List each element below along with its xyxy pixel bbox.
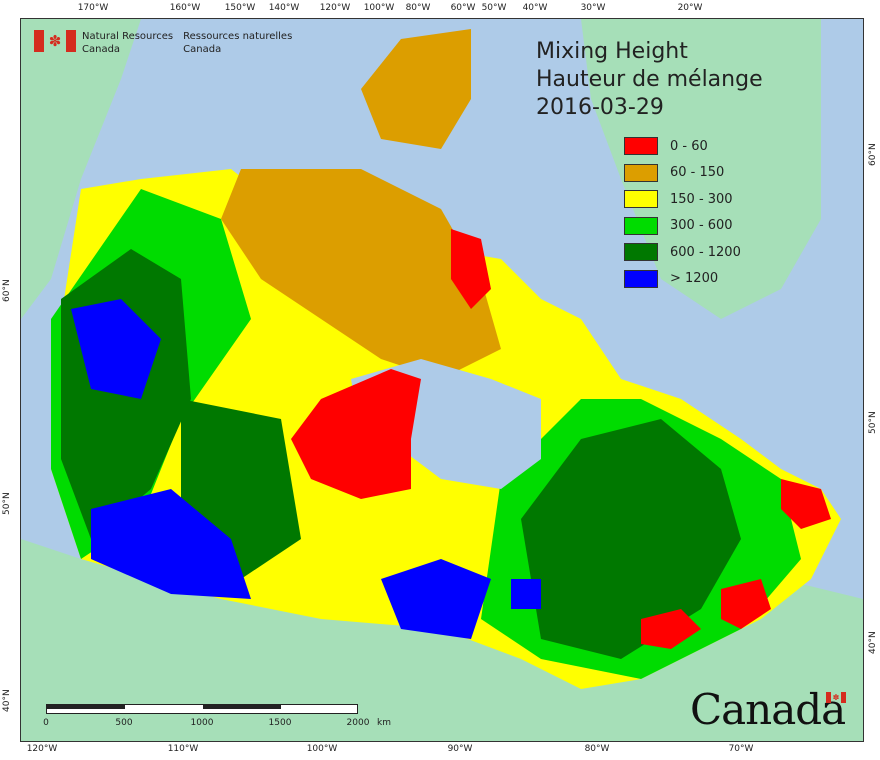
legend-swatch bbox=[624, 216, 658, 235]
tick-top: 120°W bbox=[319, 3, 351, 13]
legend-item: 300 - 600 bbox=[624, 213, 741, 240]
title-date: 2016-03-29 bbox=[536, 95, 664, 120]
greenland-land bbox=[581, 19, 821, 319]
legend-swatch bbox=[624, 137, 658, 156]
canada-wordmark: Canada bbox=[690, 685, 846, 734]
tick-top: 170°W bbox=[77, 3, 109, 13]
title-line2: Hauteur de mélange bbox=[536, 67, 763, 92]
alaska-land bbox=[21, 19, 141, 319]
darkgreen-east bbox=[521, 419, 741, 659]
tick-top: 50°W bbox=[481, 3, 507, 13]
legend-item: 150 - 300 bbox=[624, 186, 741, 213]
legend-label: 150 - 300 bbox=[670, 191, 733, 207]
blue-ontario bbox=[381, 559, 491, 639]
tick-left: 60°N bbox=[2, 279, 12, 302]
red-nfld bbox=[721, 579, 771, 629]
usa-land bbox=[21, 539, 863, 741]
agency-signature: ✽ Natural Resources Canada Ressources na… bbox=[34, 30, 302, 56]
red-quebec bbox=[781, 479, 831, 529]
legend-label: > 1200 bbox=[670, 271, 719, 287]
canada-flag-icon: ✽ bbox=[34, 30, 76, 52]
agency-fr-line1: Ressources naturelles bbox=[183, 31, 293, 42]
legend-item: 60 - 150 bbox=[624, 160, 741, 187]
legend-label: 60 - 150 bbox=[670, 165, 725, 181]
tick-top: 80°W bbox=[405, 3, 431, 13]
scale-label-500: 500 bbox=[115, 718, 133, 728]
legend-swatch bbox=[624, 269, 658, 288]
legend-swatch bbox=[624, 163, 658, 182]
scale-unit: km bbox=[377, 718, 391, 728]
legend-item: 600 - 1200 bbox=[624, 239, 741, 266]
scale-label-2000: 2000 bbox=[346, 718, 370, 728]
map-title: Mixing Height Hauteur de mélange 2016-03… bbox=[536, 38, 763, 122]
tick-left: 50°N bbox=[2, 492, 12, 515]
tick-top: 140°W bbox=[268, 3, 300, 13]
tick-left: 40°N bbox=[2, 689, 12, 712]
tick-bottom: 100°W bbox=[306, 744, 338, 754]
agency-name-en: Natural Resources Canada bbox=[82, 30, 173, 56]
scale-label-1500: 1500 bbox=[268, 718, 292, 728]
agency-en-line1: Natural Resources bbox=[82, 31, 174, 42]
red-arctic bbox=[451, 229, 491, 309]
tick-top: 40°W bbox=[522, 3, 548, 13]
scale-label-1000: 1000 bbox=[190, 718, 214, 728]
tick-right: 60°N bbox=[868, 143, 878, 166]
legend-label: 600 - 1200 bbox=[670, 244, 741, 260]
legend-swatch bbox=[624, 190, 658, 209]
agency-name-fr: Ressources naturelles Canada bbox=[183, 30, 292, 56]
legend-item: 0 - 60 bbox=[624, 133, 741, 160]
legend-label: 0 - 60 bbox=[670, 138, 708, 154]
orange-north bbox=[221, 169, 501, 379]
red-hudson bbox=[291, 369, 421, 499]
tick-top: 30°W bbox=[580, 3, 606, 13]
tick-bottom: 80°W bbox=[584, 744, 610, 754]
orange-islands bbox=[361, 29, 471, 149]
tick-top: 60°W bbox=[450, 3, 476, 13]
red-maritimes bbox=[641, 609, 701, 649]
legend-swatch bbox=[624, 243, 658, 262]
scale-bar-graphic bbox=[46, 704, 358, 714]
title-line1: Mixing Height bbox=[536, 39, 688, 64]
tick-bottom: 70°W bbox=[728, 744, 754, 754]
agency-en-line2: Canada bbox=[82, 44, 121, 55]
tick-top: 20°W bbox=[677, 3, 703, 13]
blue-bc bbox=[71, 299, 161, 399]
tick-right: 40°N bbox=[868, 631, 878, 654]
blue-prairie bbox=[91, 489, 251, 599]
tick-bottom: 110°W bbox=[167, 744, 199, 754]
agency-fr-line2: Canada bbox=[183, 44, 222, 55]
tick-bottom: 120°W bbox=[26, 744, 58, 754]
legend-item: > 1200 bbox=[624, 266, 741, 293]
map-frame bbox=[20, 18, 864, 742]
tick-top: 150°W bbox=[224, 3, 256, 13]
tick-top: 160°W bbox=[169, 3, 201, 13]
blue-lakes bbox=[511, 579, 541, 609]
wordmark-flag-icon: ✽ bbox=[826, 692, 846, 703]
tick-right: 50°N bbox=[868, 411, 878, 434]
scale-label-0: 0 bbox=[43, 718, 49, 728]
tick-bottom: 90°W bbox=[447, 744, 473, 754]
scale-bar: 0 500 1000 1500 2000 km bbox=[43, 704, 391, 728]
legend: 0 - 60 60 - 150 150 - 300 300 - 600 600 - 12… bbox=[624, 133, 741, 292]
legend-label: 300 - 600 bbox=[670, 218, 733, 234]
tick-top: 100°W bbox=[363, 3, 395, 13]
mixing-height-map bbox=[21, 19, 863, 741]
